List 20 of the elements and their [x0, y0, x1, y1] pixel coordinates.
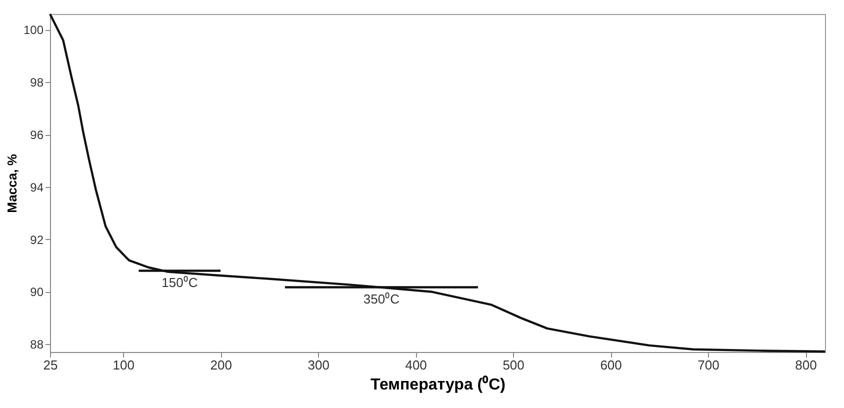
x-tick-label: 25: [43, 358, 58, 372]
y-tick-label: 92: [30, 232, 44, 247]
x-tick-label: 400: [405, 358, 427, 372]
x-axis-title: Температура (⁰C): [370, 376, 506, 394]
y-tick-label: 90: [30, 285, 44, 300]
x-tick-label: 700: [698, 358, 720, 372]
annotation: 350⁰C: [363, 291, 400, 306]
y-axis-title: Масса, %: [4, 154, 20, 213]
x-tick-label: 200: [210, 358, 232, 372]
y-tick-label: 100: [23, 23, 44, 38]
y-tick-label: 88: [30, 338, 44, 352]
x-tick-label: 300: [308, 358, 330, 372]
x-tick-label: 800: [795, 358, 817, 372]
annotation: 150⁰C: [162, 274, 198, 290]
x-tick-label: 500: [502, 358, 524, 372]
y-tick-label: 98: [30, 76, 44, 90]
x-tick-label: 100: [112, 358, 134, 372]
x-tick-label: 600: [600, 358, 622, 372]
y-tick-label: 94: [30, 180, 44, 194]
y-tick-label: 96: [30, 128, 44, 142]
